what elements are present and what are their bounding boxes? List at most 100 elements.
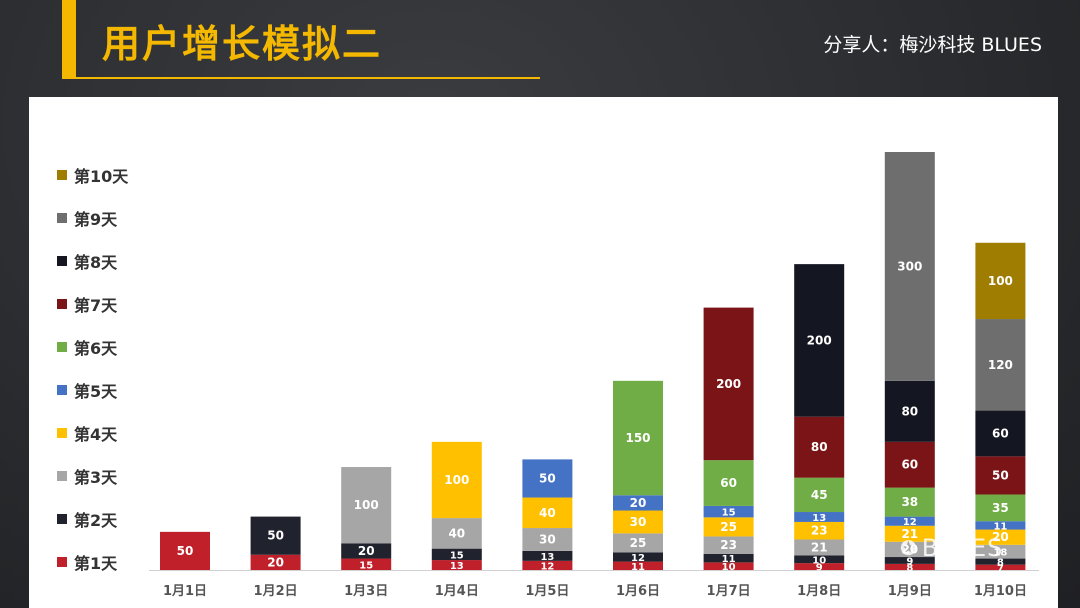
data-label: 15 [722,508,736,519]
bar-segment [975,558,1026,565]
legend-item: 第7天 [57,282,128,325]
x-tick-label: 1月3日 [344,584,388,599]
bar-segment [794,521,845,540]
data-label: 25 [720,520,737,534]
data-label: 11 [631,562,645,573]
legend-swatch [57,384,67,395]
bar-segment [884,557,935,564]
x-tick-label: 1月1日 [163,584,207,599]
bar-segment [613,380,663,496]
legend-item: 第5天 [57,368,128,411]
data-label: 50 [539,471,556,485]
bar-segment [522,497,573,529]
data-label: 120 [988,358,1013,372]
x-tick-label: 1月2日 [254,584,298,599]
legend-item: 第1天 [57,540,128,583]
legend-label: 第4天 [74,424,118,444]
data-label: 40 [448,526,465,540]
bar-segment [522,550,573,561]
stacked-bar-chart: 501月1日20501月2日15201001月3日1315401001月4日12… [149,152,1039,599]
data-label: 150 [625,431,650,445]
data-label: 8 [906,563,913,574]
bar-segment [431,518,482,549]
bar-segment [975,410,1026,457]
title-accent-bar [62,0,76,78]
data-label: 9 [816,563,823,574]
x-tick-label: 1月4日 [435,584,479,599]
data-label: 80 [811,440,828,454]
data-label: 60 [992,426,1009,440]
bar-segment [431,560,482,570]
data-label: 21 [901,527,918,541]
legend-label: 第8天 [74,252,118,272]
data-label: 20 [630,496,647,510]
legend-label: 第7天 [74,295,118,315]
legend-item: 第4天 [57,411,128,454]
data-label: 200 [716,377,741,391]
x-tick-label: 1月6日 [616,584,660,599]
bar-segment [884,541,935,558]
wechat-icon: ✪ [900,536,918,560]
chart-legend: 第10天第9天第8天第7天第6天第5天第4天第3天第2天第1天 [57,153,128,583]
legend-label: 第6天 [74,338,118,358]
data-label: 20 [992,530,1009,544]
bar-segment [703,307,754,461]
data-label: 20 [267,555,284,569]
bar-segment [703,460,754,506]
x-tick-label: 1月8日 [797,584,841,599]
bar-segment [794,539,845,556]
data-label: 80 [901,404,918,418]
data-label: 60 [720,476,737,490]
data-label: 13 [450,561,464,572]
bar-segment [431,548,482,561]
bar-segment [794,512,845,522]
legend-item: 第6天 [57,325,128,368]
data-label: 12 [631,553,645,564]
legend-label: 第2天 [74,510,118,530]
legend-item: 第2天 [57,497,128,540]
legend-item: 第10天 [57,153,128,196]
bar-segment [884,525,935,542]
bar-segment [703,553,754,563]
data-label: 50 [177,544,194,558]
bar-segment [431,441,482,519]
bar-segment [613,510,663,534]
bar-segment [703,517,754,537]
bar-segment [522,560,573,570]
bar-segment [794,563,845,570]
legend-swatch [57,341,67,352]
bar-segment [794,555,845,564]
bar-segment [884,516,935,526]
bar-segment [884,152,935,381]
data-label: 23 [811,524,828,538]
bar-segment [613,533,663,553]
chart-panel: 50 1月1日 20 50 1月2日 15 20 100 1月3日 13 15 40 100 1月4日 12… [29,97,1058,608]
bar-segment [341,467,392,544]
data-label: 30 [539,532,556,546]
data-label: 12 [903,517,917,528]
presenter-credit: 分享人：梅沙科技 BLUES [823,34,1042,56]
legend-label: 第9天 [74,209,118,229]
bar-segment [250,554,301,570]
legend-swatch [57,255,67,266]
bar-segment [975,529,1026,545]
bar-segment [975,242,1026,320]
legend-swatch [57,169,67,180]
bar-segment [613,495,663,511]
legend-label: 第10天 [74,166,129,186]
x-tick-label: 1月10日 [974,584,1027,599]
x-tick-label: 1月7日 [707,584,751,599]
data-label: 50 [992,468,1009,482]
legend-item: 第3天 [57,454,128,497]
data-label: 50 [267,529,284,543]
bar-segment [794,416,845,478]
x-tick-label: 1月5日 [525,584,569,599]
bar-segment [975,319,1026,411]
legend-item: 第9天 [57,196,128,239]
data-label: 100 [444,473,469,487]
data-label: 25 [630,536,647,550]
data-label: 200 [807,333,832,347]
bar-segment [703,562,754,570]
legend-swatch [57,298,67,309]
data-label: 100 [354,498,379,512]
